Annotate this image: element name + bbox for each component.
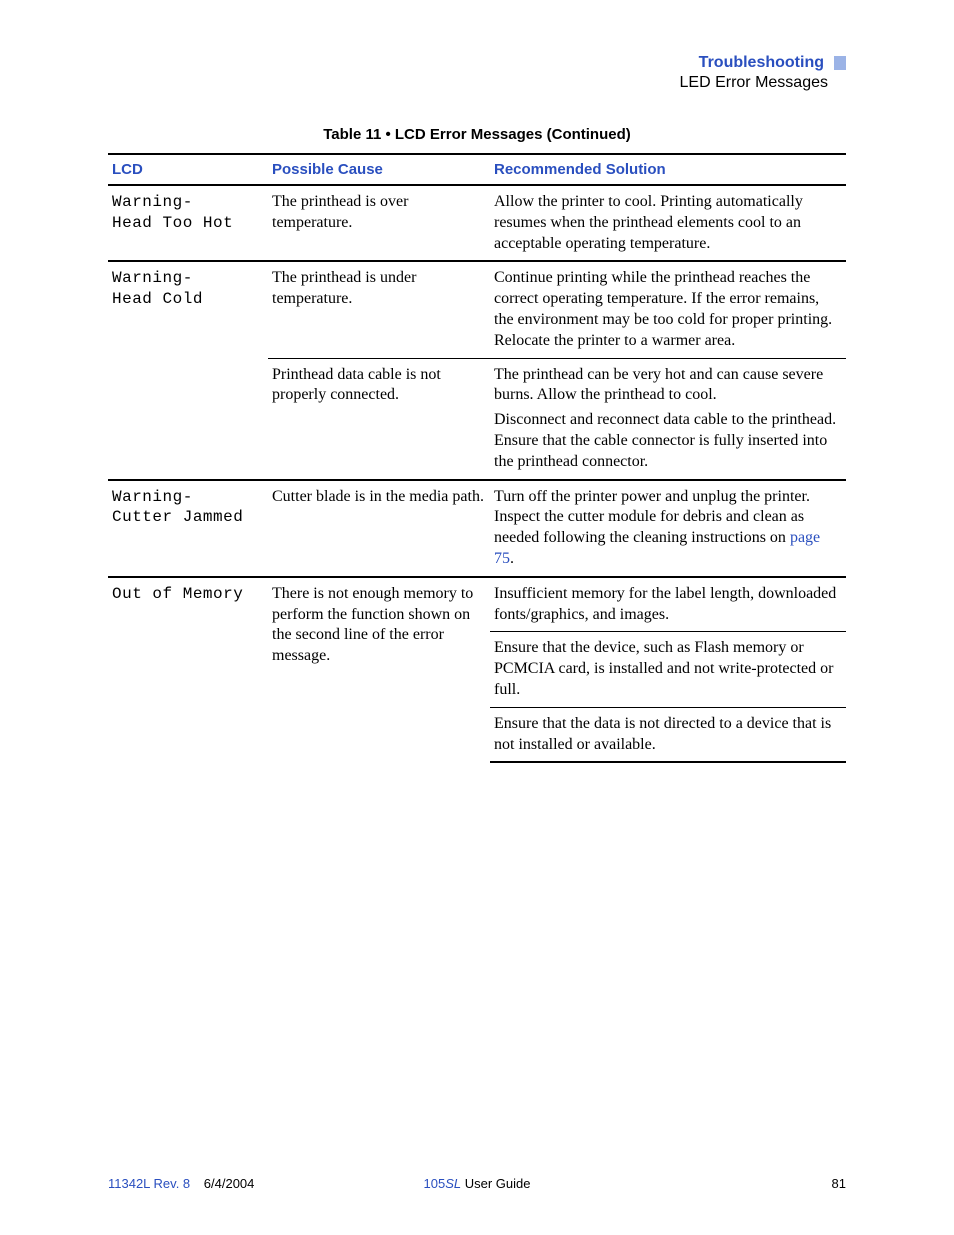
recommended-solution: Ensure that the data is not directed to …	[490, 707, 846, 762]
solution-text: The printhead can be very hot and can ca…	[494, 365, 842, 407]
footer-rev: 11342L Rev. 8 6/4/2004	[108, 1176, 254, 1191]
header-subtitle: LED Error Messages	[108, 74, 828, 92]
recommended-solution: Turn off the printer power and unplug th…	[490, 480, 846, 577]
lcd-message: Warning- Head Cold	[108, 261, 268, 479]
footer-doc: 105SL User Guide	[424, 1176, 531, 1191]
lcd-error-table: LCD Possible Cause Recommended Solution …	[108, 153, 846, 763]
col-solution: Recommended Solution	[490, 154, 846, 185]
col-cause: Possible Cause	[268, 154, 490, 185]
lcd-message: Warning- Head Too Hot	[108, 185, 268, 261]
table-row: Warning- Head Too Hot The printhead is o…	[108, 185, 846, 261]
possible-cause: The printhead is under temperature.	[268, 261, 490, 358]
rev-date: 6/4/2004	[204, 1176, 255, 1191]
possible-cause: There is not enough memory to perform th…	[268, 577, 490, 763]
table-header-row: LCD Possible Cause Recommended Solution	[108, 154, 846, 185]
recommended-solution: Continue printing while the printhead re…	[490, 261, 846, 358]
solution-text: .	[510, 550, 514, 567]
lcd-message: Warning- Cutter Jammed	[108, 480, 268, 577]
possible-cause: Printhead data cable is not properly con…	[268, 358, 490, 479]
lcd-message: Out of Memory	[108, 577, 268, 763]
solution-text: Turn off the printer power and unplug th…	[494, 488, 810, 547]
recommended-solution: Allow the printer to cool. Printing auto…	[490, 185, 846, 261]
page-number: 81	[832, 1176, 846, 1191]
doc-prefix: 105	[424, 1176, 446, 1191]
recommended-solution: The printhead can be very hot and can ca…	[490, 358, 846, 479]
recommended-solution: Insufficient memory for the label length…	[490, 577, 846, 632]
page-header: Troubleshooting LED Error Messages	[108, 54, 846, 92]
recommended-solution: Ensure that the device, such as Flash me…	[490, 632, 846, 707]
rev-number: 11342L Rev. 8	[108, 1176, 190, 1191]
table-row: Warning- Head Cold The printhead is unde…	[108, 261, 846, 358]
solution-text: Disconnect and reconnect data cable to t…	[494, 410, 842, 472]
table-caption: Table 11 • LCD Error Messages (Continued…	[108, 126, 846, 143]
table-row: Warning- Cutter Jammed Cutter blade is i…	[108, 480, 846, 577]
page-content: Troubleshooting LED Error Messages Table…	[108, 54, 846, 763]
page-footer: 11342L Rev. 8 6/4/2004 105SL User Guide …	[108, 1176, 846, 1191]
possible-cause: The printhead is over temperature.	[268, 185, 490, 261]
doc-suffix: User Guide	[461, 1176, 530, 1191]
col-lcd: LCD	[108, 154, 268, 185]
doc-sl: SL	[445, 1176, 461, 1191]
header-title: Troubleshooting	[699, 54, 824, 72]
possible-cause: Cutter blade is in the media path.	[268, 480, 490, 577]
table-row: Out of Memory There is not enough memory…	[108, 577, 846, 632]
header-mark-icon	[834, 56, 846, 70]
